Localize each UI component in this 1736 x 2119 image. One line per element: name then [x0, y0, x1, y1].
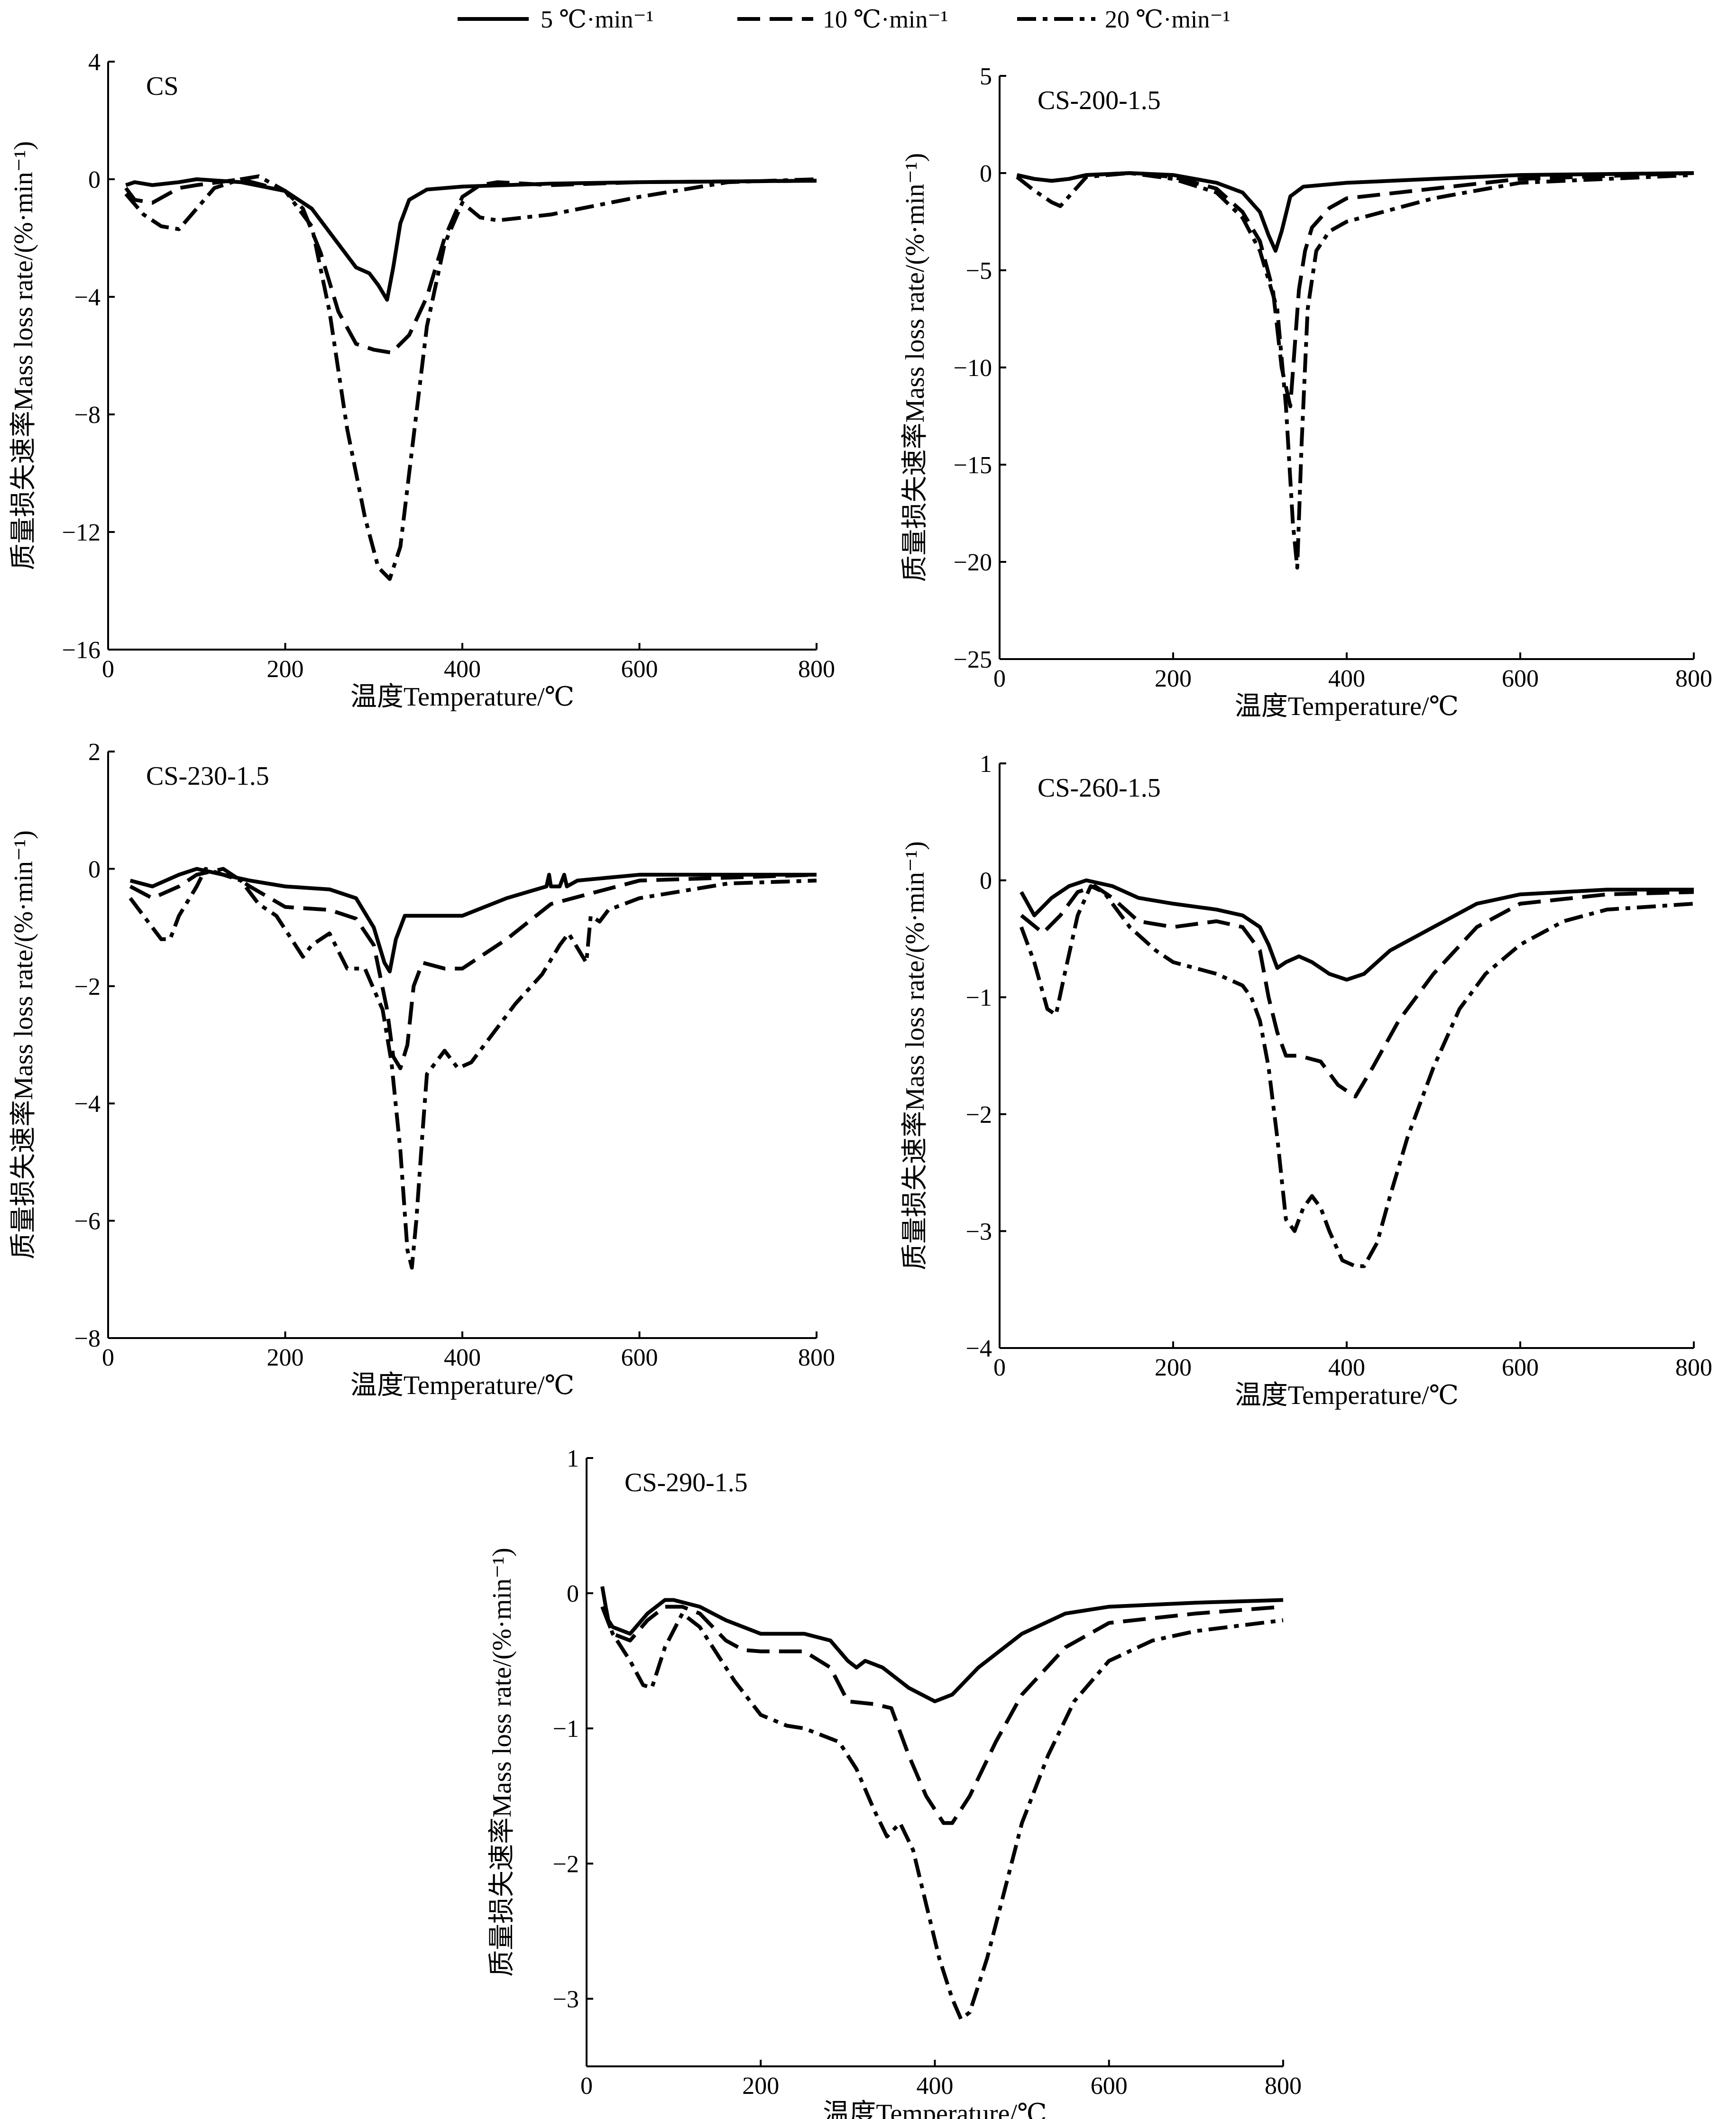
panel-title: CS: [146, 72, 179, 101]
y-tick-label: −25: [954, 646, 992, 673]
panel-title: CS-260-1.5: [1038, 773, 1161, 803]
y-tick-label: 0: [980, 868, 992, 895]
x-tick-label: 400: [1328, 665, 1365, 692]
series-line-dashed: [1016, 171, 1694, 408]
x-tick-label: 0: [580, 2073, 593, 2100]
x-tick-label: 400: [917, 2073, 954, 2100]
panel-cs-200-1-5: 0 200 400 600 800 5 0 −5 −10 −15 −20 −25 温度Temperatu…: [900, 63, 1712, 721]
panel-cs: 0 200 400 600 800 4 0 −4 −8 −12 −16 温度Temperature/℃…: [9, 49, 835, 712]
x-axis-label: 温度Temperature/℃: [1235, 1381, 1459, 1410]
y-tick-label: −2: [74, 973, 101, 1000]
y-tick-label: −1: [966, 984, 992, 1011]
series-line-dashed: [124, 177, 817, 355]
series-line-dashdot: [600, 1606, 1284, 2021]
y-tick-label: 0: [88, 856, 101, 883]
x-tick-label: 600: [621, 656, 658, 683]
x-tick-label: 400: [1328, 1354, 1365, 1381]
x-tick-label: 0: [102, 1344, 114, 1371]
x-tick-label: 400: [444, 656, 481, 683]
y-tick-label: 1: [980, 751, 992, 778]
y-tick-label: 4: [88, 49, 101, 76]
y-tick-label: 0: [980, 160, 992, 187]
legend-label-20: 20 ℃·min⁻¹: [1105, 6, 1230, 33]
y-tick-label: 5: [980, 63, 992, 90]
legend-label-10: 10 ℃·min⁻¹: [823, 6, 948, 33]
x-tick-label: 0: [993, 665, 1006, 692]
legend-label-5: 5 ℃·min⁻¹: [541, 6, 653, 33]
y-tick-label: −8: [74, 402, 101, 429]
y-tick-label: −3: [966, 1218, 992, 1245]
x-tick-label: 200: [267, 656, 304, 683]
x-axis-label: 温度Temperature/℃: [350, 682, 574, 712]
y-tick-label: −3: [553, 1986, 579, 2013]
panel-title: CS-200-1.5: [1038, 86, 1161, 115]
y-tick-label: −5: [966, 257, 992, 284]
y-axis-label: 质量损失速率Mass loss rate/(%·min⁻¹): [900, 841, 930, 1270]
x-axis-label: 温度Temperature/℃: [350, 1371, 574, 1400]
x-tick-label: 200: [742, 2073, 779, 2100]
y-tick-label: −2: [553, 1851, 579, 1878]
x-tick-label: 800: [1265, 2073, 1302, 2100]
y-tick-label: −20: [954, 549, 992, 576]
y-tick-label: −10: [954, 355, 992, 382]
y-tick-label: −12: [62, 519, 101, 546]
x-tick-label: 600: [1091, 2073, 1128, 2100]
y-tick-label: −16: [62, 637, 101, 664]
legend: 5 ℃·min⁻¹ 10 ℃·min⁻¹ 20 ℃·min⁻¹: [458, 6, 1230, 33]
x-tick-label: 800: [798, 656, 835, 683]
series-line-dashdot: [1016, 171, 1694, 570]
series-line-solid: [125, 177, 817, 302]
x-tick-label: 600: [1502, 665, 1539, 692]
y-tick-label: 1: [567, 1445, 579, 1472]
y-tick-label: −2: [966, 1101, 992, 1128]
panel-cs-230-1-5: 0 200 400 600 800 2 0 −2 −4 −6 −8 温度Temperature/℃ 质量…: [9, 739, 835, 1400]
series-line-dashdot: [124, 174, 817, 581]
series-line-dashed: [600, 1605, 1284, 1825]
panel-cs-260-1-5: 0 200 400 600 800 1 0 −1 −2 −3 −4 温度Temperature/℃ 质量…: [900, 751, 1712, 1410]
x-tick-label: 600: [1502, 1354, 1539, 1381]
x-tick-label: 200: [1155, 1354, 1192, 1381]
y-tick-label: −6: [74, 1208, 101, 1235]
series-line-dashdot: [1020, 884, 1694, 1268]
x-tick-label: 600: [621, 1344, 658, 1371]
panel-title: CS-290-1.5: [625, 1468, 748, 1497]
y-tick-label: 0: [567, 1580, 579, 1607]
y-tick-label: 2: [88, 739, 101, 766]
x-tick-label: 800: [1675, 1354, 1712, 1381]
x-tick-label: 400: [444, 1344, 481, 1371]
y-axis-label: 质量损失速率Mass loss rate/(%·min⁻¹): [900, 153, 930, 582]
y-tick-label: −4: [74, 284, 101, 311]
x-tick-label: 0: [993, 1354, 1006, 1381]
y-axis-label: 质量损失速率Mass loss rate/(%·min⁻¹): [9, 830, 38, 1259]
series-line-solid: [1020, 878, 1694, 982]
x-tick-label: 200: [1155, 665, 1192, 692]
panel-cs-290-1-5: 0 200 400 600 800 1 0 −1 −2 −3 温度Temperature/℃ 质量损失…: [487, 1445, 1302, 2119]
y-tick-label: −1: [553, 1715, 579, 1743]
series-line-dashdot: [129, 867, 817, 1270]
x-tick-label: 200: [267, 1344, 304, 1371]
x-axis-label: 温度Temperature/℃: [823, 2099, 1047, 2119]
x-tick-label: 800: [1675, 665, 1712, 692]
series-line-solid: [600, 1586, 1284, 1704]
x-tick-label: 0: [102, 656, 114, 683]
y-tick-label: −4: [966, 1335, 992, 1362]
x-axis-label: 温度Temperature/℃: [1235, 692, 1459, 721]
y-tick-label: −15: [954, 452, 992, 479]
y-axis-label: 质量损失速率Mass loss rate/(%·min⁻¹): [487, 1548, 517, 1977]
y-axis-label: 质量损失速率Mass loss rate/(%·min⁻¹): [9, 141, 38, 570]
y-tick-label: −8: [74, 1325, 101, 1352]
y-tick-label: −4: [74, 1091, 101, 1118]
y-tick-label: 0: [88, 166, 101, 193]
series-line-solid: [1016, 171, 1694, 253]
series-line-dashed: [129, 867, 817, 1070]
panel-title: CS-230-1.5: [146, 761, 269, 791]
x-tick-label: 800: [798, 1344, 835, 1371]
